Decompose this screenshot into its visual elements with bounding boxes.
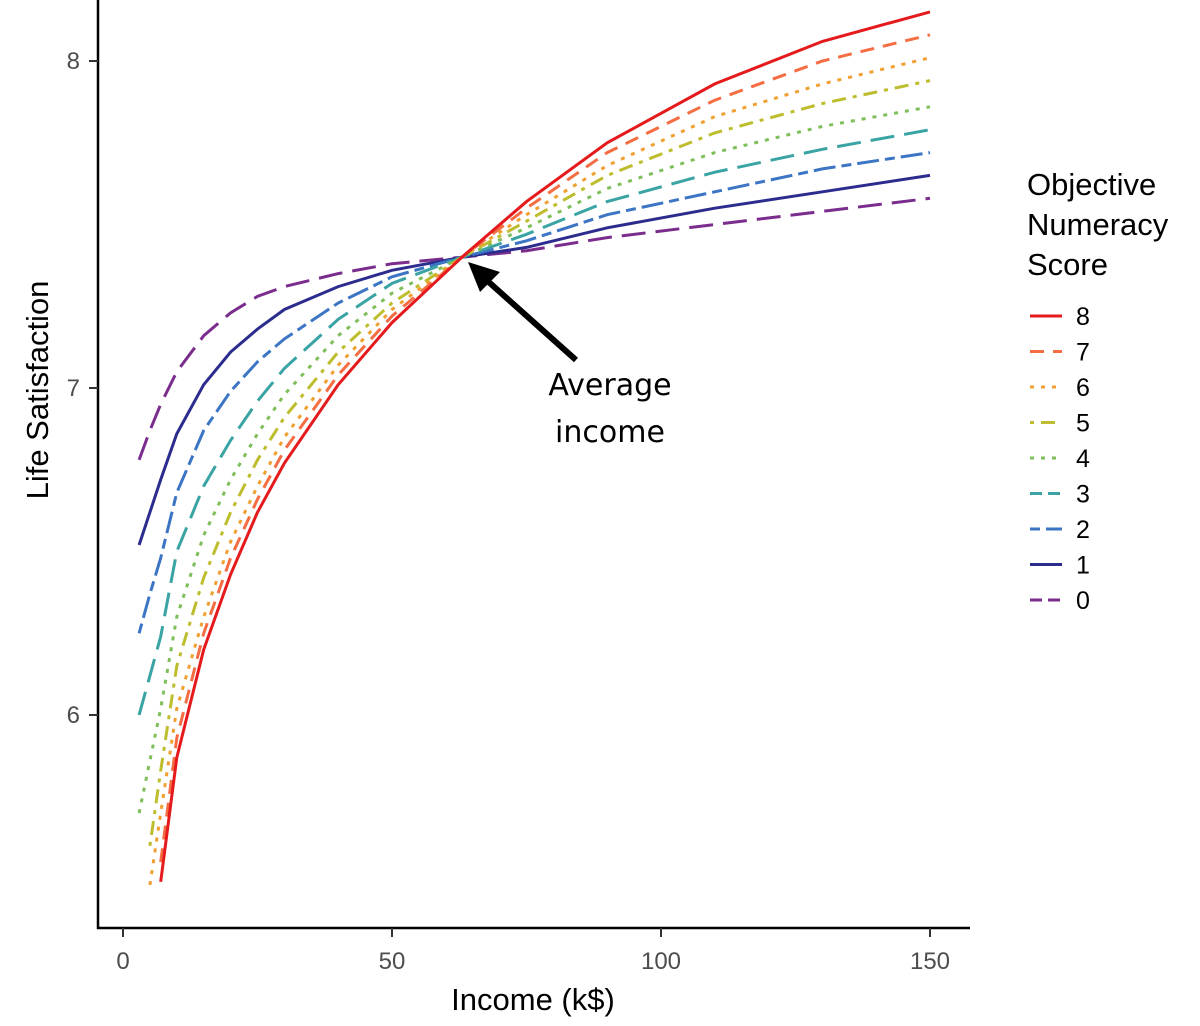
series-line-score-6	[148, 56, 931, 886]
series-line-score-1	[137, 173, 931, 546]
legend-label-1: 1	[1076, 552, 1090, 580]
x-tick-label-50: 50	[379, 948, 406, 975]
series-line-score-5	[148, 79, 931, 847]
y-tick-label-6: 6	[67, 702, 80, 729]
annotation-label-line-2: income	[555, 415, 665, 450]
legend-label-4: 4	[1076, 445, 1090, 473]
x-tick-label-150: 150	[910, 948, 950, 975]
series-line-score-8	[159, 10, 931, 882]
legend-label-8: 8	[1076, 303, 1090, 331]
y-tick-label-8: 8	[67, 48, 80, 75]
y-axis-ticks: 6 7 8	[67, 48, 98, 729]
annotation-label-line-1: Average	[548, 368, 671, 403]
legend-label-2: 2	[1076, 516, 1090, 544]
series-line-score-2	[137, 151, 931, 634]
y-tick-label-7: 7	[67, 375, 80, 402]
series-layer	[137, 10, 931, 886]
legend: Objective Numeracy Score 8 7 6 5 4 3 2 1 0	[1027, 167, 1169, 615]
legend-label-5: 5	[1076, 410, 1090, 438]
annotation-arrow-head	[468, 262, 500, 292]
x-tick-label-100: 100	[641, 948, 681, 975]
legend-items: 8 7 6 5 4 3 2 1 0	[1030, 303, 1090, 615]
legend-label-0: 0	[1076, 587, 1090, 615]
series-line-score-3	[137, 128, 931, 716]
x-axis-ticks: 0 50 100 150	[116, 928, 950, 975]
legend-title-line-1: Objective	[1027, 167, 1156, 202]
legend-label-6: 6	[1076, 374, 1090, 402]
legend-label-7: 7	[1076, 339, 1090, 367]
legend-label-3: 3	[1076, 481, 1090, 509]
x-tick-label-0: 0	[116, 948, 129, 975]
y-axis-title: Life Satisfaction	[20, 281, 55, 500]
legend-title-line-2: Numeracy	[1027, 207, 1169, 242]
series-line-score-0	[137, 196, 931, 461]
series-line-score-4	[137, 105, 931, 814]
legend-title-line-3: Score	[1027, 247, 1108, 282]
average-income-annotation: Average income	[468, 262, 672, 450]
series-line-score-7	[159, 33, 931, 863]
x-axis-title: Income (k$)	[451, 982, 615, 1017]
annotation-arrow-shaft	[480, 273, 578, 363]
